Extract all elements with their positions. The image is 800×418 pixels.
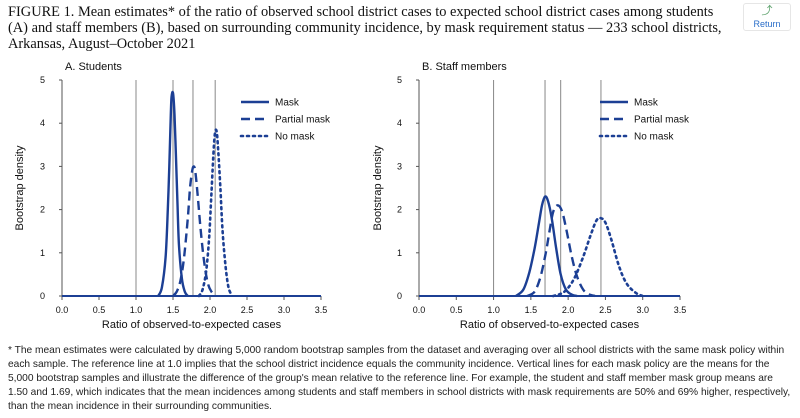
x-tick-label: 0.0 (413, 305, 426, 315)
y-tick-label: 5 (397, 75, 402, 85)
return-arrow-icon: ⤴ (761, 5, 773, 17)
series-line-mask (157, 90, 189, 297)
y-tick-label: 2 (40, 205, 45, 215)
panel-title: B. Staff members (422, 61, 507, 73)
legend-label: No mask (634, 132, 674, 143)
y-tick-label: 0 (397, 291, 402, 301)
legend-label: Mask (275, 98, 300, 109)
y-tick-label: 3 (397, 161, 402, 171)
return-button[interactable]: ⤴ Return (743, 3, 791, 31)
legend-label: No mask (275, 132, 315, 143)
x-tick-label: 1.5 (167, 305, 180, 315)
panel-students: A. Students 0 1 2 3 4 5 0.0 0.5 1.0 1.5 2.0 2.5 3.0 3.… (14, 61, 331, 331)
y-tick-label: 3 (40, 161, 45, 171)
x-tick-label: 2.5 (241, 305, 254, 315)
y-tick-label: 2 (397, 205, 402, 215)
x-tick-label: 0.5 (93, 305, 106, 315)
x-tick-label: 2.0 (562, 305, 575, 315)
legend-label: Partial mask (634, 115, 690, 126)
y-axis-label: Bootstrap density (14, 145, 26, 230)
x-tick-label: 3.0 (636, 305, 649, 315)
panel-title: A. Students (65, 61, 122, 73)
return-label: Return (753, 19, 781, 29)
y-tick-label: 1 (40, 248, 45, 258)
series-line-partial-mask (526, 204, 596, 298)
x-tick-label: 0.5 (450, 305, 463, 315)
x-axis-label: Ratio of observed-to-expected cases (102, 319, 282, 331)
y-tick-label: 5 (40, 75, 45, 85)
x-axis-label: Ratio of observed-to-expected cases (460, 319, 640, 331)
legend-label: Partial mask (275, 115, 331, 126)
x-tick-label: 3.5 (674, 305, 687, 315)
figure-title: FIGURE 1. Mean estimates* of the ratio o… (8, 4, 722, 52)
series-line-no-mask (197, 128, 234, 298)
x-tick-label: 3.0 (278, 305, 291, 315)
panel-staff-members: B. Staff members 0 1 2 3 4 5 0.0 0.5 1.0 1.5 2.0 2.5… (372, 61, 690, 331)
x-tick-label: 1.0 (487, 305, 500, 315)
y-tick-label: 4 (397, 118, 402, 128)
x-tick-label: 0.0 (56, 305, 69, 315)
x-tick-label: 1.0 (130, 305, 143, 315)
footnote: * The mean estimates were calculated by … (8, 345, 791, 412)
x-tick-label: 1.5 (525, 305, 538, 315)
y-axis-label: Bootstrap density (372, 145, 384, 230)
y-tick-label: 1 (397, 248, 402, 258)
y-tick-label: 4 (40, 118, 45, 128)
series-line-no-mask (551, 216, 644, 298)
x-tick-label: 2.5 (599, 305, 612, 315)
x-tick-label: 3.5 (315, 305, 328, 315)
series-line-partial-mask (172, 165, 217, 297)
series-line-mask (515, 195, 578, 298)
y-tick-label: 0 (40, 291, 45, 301)
x-tick-label: 2.0 (204, 305, 217, 315)
legend-label: Mask (634, 98, 659, 109)
